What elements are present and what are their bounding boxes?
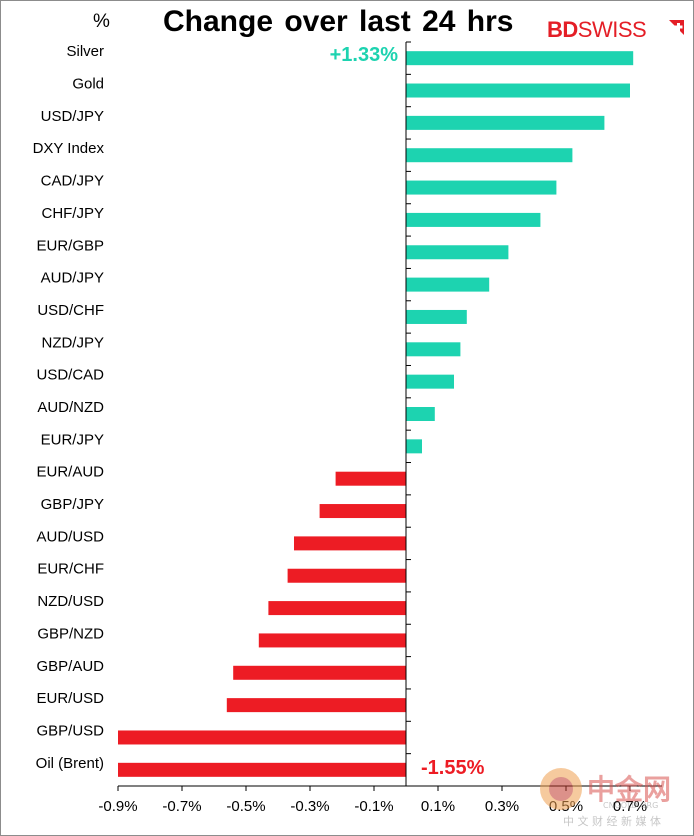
x-tick-label: -0.3% [290,798,329,815]
cngold-watermark: 中金网 CNGOLD.ORG 中 文 财 经 新 媒 体 [540,768,671,828]
bar-aud-nzd [406,407,435,421]
watermark-sub: 中 文 财 经 新 媒 体 [563,814,661,828]
bar-chf-jpy [406,212,541,227]
swiss-cross-icon [669,20,684,35]
bar-aud-usd [294,536,406,551]
category-label: NZD/USD [37,593,104,610]
bar-aud-jpy [406,277,490,292]
watermark-logo-inner-icon [549,777,573,801]
bar-eur-jpy [406,439,422,454]
bar-gbp-aud [233,665,406,680]
x-tick-label: -0.7% [162,798,201,815]
category-label: EUR/USD [36,690,104,707]
bar-eur-aud [335,471,406,486]
logo-rest: SWISS [577,17,647,42]
category-label: GBP/JPY [41,496,104,513]
category-label: GBP/USD [36,722,104,739]
bar-usd-chf [406,309,467,324]
bar-dxy-index [406,148,573,163]
bar-nzd-jpy [406,342,461,357]
category-label: GBP/AUD [36,658,104,675]
category-label: AUD/JPY [41,270,104,287]
category-label: CAD/JPY [41,173,104,190]
bar-gbp-usd [118,730,406,745]
category-label: NZD/JPY [41,334,104,351]
x-tick-label: 0.1% [421,798,455,815]
category-label: USD/CAD [36,367,104,384]
category-label: EUR/AUD [36,464,104,481]
bar-usd-cad [406,374,454,389]
category-label: GBP/NZD [37,625,104,642]
annotation-label: -1.55% [421,757,485,779]
category-label: DXY Index [33,140,105,157]
category-label: CHF/JPY [41,205,104,222]
category-label: EUR/GBP [36,237,104,254]
bar-usd-jpy [406,115,605,130]
bar-eur-chf [287,568,406,583]
bar-eur-usd [226,698,406,713]
category-label: AUD/USD [36,528,104,545]
bdswiss-logo: BDSWISS [547,17,684,45]
category-label: Gold [72,76,104,93]
bar-nzd-usd [268,601,406,616]
y-unit-label: % [93,11,110,32]
bar-silver [406,51,634,66]
x-tick-label: -0.9% [98,798,137,815]
bar-gbp-jpy [319,504,406,519]
category-label: Oil (Brent) [36,755,104,772]
watermark-url: CNGOLD.ORG [603,801,658,810]
bar-cad-jpy [406,180,557,195]
watermark-main: 中金网 [587,773,671,806]
x-tick-label: 0.3% [485,798,519,815]
bar-eur-gbp [406,245,509,260]
category-label: Silver [66,43,104,60]
logo-bold: BD [547,17,578,42]
bar-oil-brent- [118,762,406,777]
category-label: EUR/JPY [41,431,104,448]
category-label: EUR/CHF [37,561,104,578]
chart-title: Change over last 24 hrs [163,5,514,38]
annotation-label: +1.33% [330,44,399,66]
category-label: AUD/NZD [37,399,104,416]
category-label: USD/JPY [41,108,104,125]
category-label: USD/CHF [37,302,104,319]
bar-gbp-nzd [258,633,406,648]
x-tick-label: -0.5% [226,798,265,815]
logo-text: BDSWISS [547,17,647,42]
bar-gold [406,83,630,98]
x-tick-label: -0.1% [354,798,393,815]
x-tick-label: 0.7% [613,798,647,815]
